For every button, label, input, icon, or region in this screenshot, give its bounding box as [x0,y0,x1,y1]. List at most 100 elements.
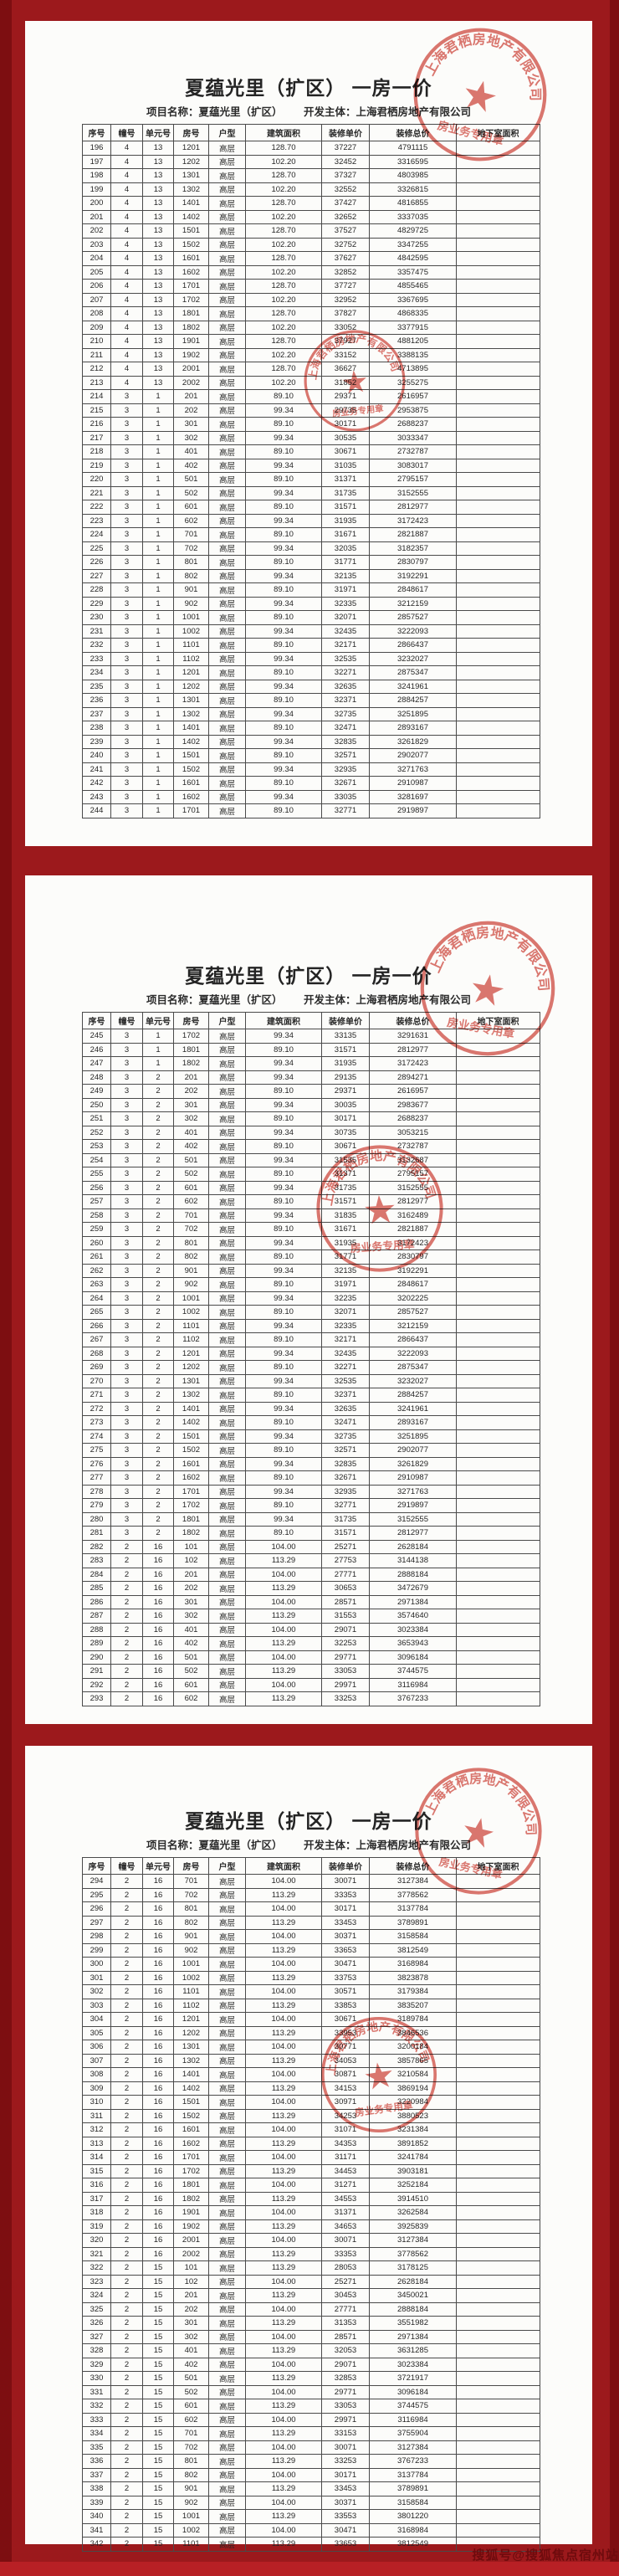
table-cell: 89.10 [245,582,322,598]
table-cell: 99.34 [245,1152,322,1167]
table-cell: 254 [82,1152,111,1167]
table-cell [456,279,540,294]
table-cell: 224 [82,527,111,542]
table-cell: 3 [110,541,143,556]
table-cell: 3152555 [369,1180,457,1195]
table-cell: 2812977 [369,1526,457,1541]
table-cell: 3083017 [369,458,457,473]
table-cell: 高层 [208,223,246,239]
table-cell: 3178125 [369,2260,457,2276]
table-cell: 283 [82,1553,111,1568]
table-row: 326 2 15 301 高层 113.29 31353 3551982 [82,2316,540,2331]
table-cell: 4 [110,306,143,321]
table-cell: 113.29 [245,2454,322,2469]
table-cell: 37327 [321,168,370,183]
table-cell: 89.10 [245,555,322,570]
table-cell: 278 [82,1484,111,1499]
table-cell: 502 [173,1664,209,1679]
column-header: 装修单价 [321,1012,370,1029]
table-cell: 3 [110,1526,143,1541]
table-cell: 30071 [321,1874,370,1889]
table-cell [456,2426,540,2441]
table-cell: 99.34 [245,1235,322,1250]
table-cell: 200 [82,196,111,211]
table-cell: 1402 [173,2081,209,2096]
table-cell: 高层 [208,1929,246,1944]
table-cell: 3812549 [369,2537,457,2552]
table-cell: 104.00 [245,2095,322,2110]
table-cell: 3 [110,679,143,694]
table-cell: 3023384 [369,1622,457,1637]
table-cell: 28571 [321,2329,370,2344]
table-cell: 30653 [321,1581,370,1596]
table-cell: 1 [142,734,174,749]
table-cell: 1501 [173,223,209,239]
table-cell: 201 [173,1070,209,1085]
table-cell: 501 [173,1152,209,1167]
table-cell: 128.70 [245,196,322,211]
table-cell: 3 [110,1250,143,1265]
table-cell: 高层 [208,1984,246,1999]
table-cell: 4 [110,375,143,390]
table-cell: 104.00 [245,1929,322,1944]
table-cell: 2 [142,1360,174,1375]
table-cell: 高层 [208,2012,246,2027]
table-cell: 280 [82,1511,111,1527]
table-cell [456,2537,540,2552]
table-row: 234 3 1 1201 高层 89.10 32271 2875347 [82,665,540,680]
project-name-label: 项目名称：夏蕴光里（扩区） [146,106,283,118]
table-cell: 3 [110,1373,143,1388]
table-cell: 16 [142,2136,174,2151]
table-cell: 高层 [208,803,246,818]
table-cell: 237 [82,706,111,721]
table-cell: 89.10 [245,1084,322,1099]
table-cell: 高层 [208,2357,246,2372]
table-cell: 高层 [208,1401,246,1416]
table-cell: 250 [82,1097,111,1112]
table-cell: 3 [110,582,143,598]
table-cell [456,665,540,680]
table-row: 332 2 15 601 高层 113.29 33053 3744575 [82,2399,540,2414]
table-cell: 高层 [208,2426,246,2441]
table-cell: 104.00 [245,1567,322,1582]
table-cell: 2 [142,1084,174,1099]
table-cell: 1202 [173,2025,209,2040]
table-cell: 高层 [208,1346,246,1361]
table-cell: 113.29 [245,2191,322,2206]
table-cell: 252 [82,1125,111,1140]
table-cell: 高层 [208,1539,246,1554]
table-cell: 2 [110,2219,143,2234]
table-cell: 1701 [173,2150,209,2165]
table-cell: 1702 [173,2163,209,2178]
table-cell: 31571 [321,1042,370,1057]
table-cell [456,1915,540,1930]
table-cell: 15 [142,2509,174,2524]
table-cell: 16 [142,2178,174,2193]
table-row: 242 3 1 1601 高层 89.10 32671 2910987 [82,776,540,791]
table-cell: 89.10 [245,1167,322,1182]
table-row: 336 2 15 801 高层 113.29 33253 3767233 [82,2454,540,2469]
table-cell: 601 [173,500,209,515]
page-title: 夏蕴光里（扩区） 一房一价 [185,1810,432,1832]
table-cell: 3869194 [369,2081,457,2096]
page-title: 夏蕴光里（扩区） 一房一价 [185,77,432,99]
table-cell: 201 [82,209,111,224]
column-header: 地下室面积 [456,1857,540,1875]
table-cell: 高层 [208,1139,246,1154]
table-cell: 2 [110,2150,143,2165]
table-cell: 37627 [321,251,370,266]
table-cell: 高层 [208,693,246,708]
table-cell: 15 [142,2329,174,2344]
table-cell: 314 [82,2150,111,2165]
table-cell: 高层 [208,1429,246,1444]
table-cell: 2 [110,2288,143,2303]
table-cell: 31353 [321,2316,370,2331]
table-row: 307 2 16 1302 高层 113.29 34053 3857865 [82,2053,540,2068]
table-cell: 3 [110,1443,143,1458]
table-cell: 113.29 [245,2288,322,2303]
table-cell: 3789891 [369,1915,457,1930]
watermark: 搜狐号@搜狐焦点宿州站 [472,2548,619,2563]
table-cell: 802 [173,1250,209,1265]
table-cell: 高层 [208,2343,246,2358]
table-cell: 402 [173,2357,209,2372]
